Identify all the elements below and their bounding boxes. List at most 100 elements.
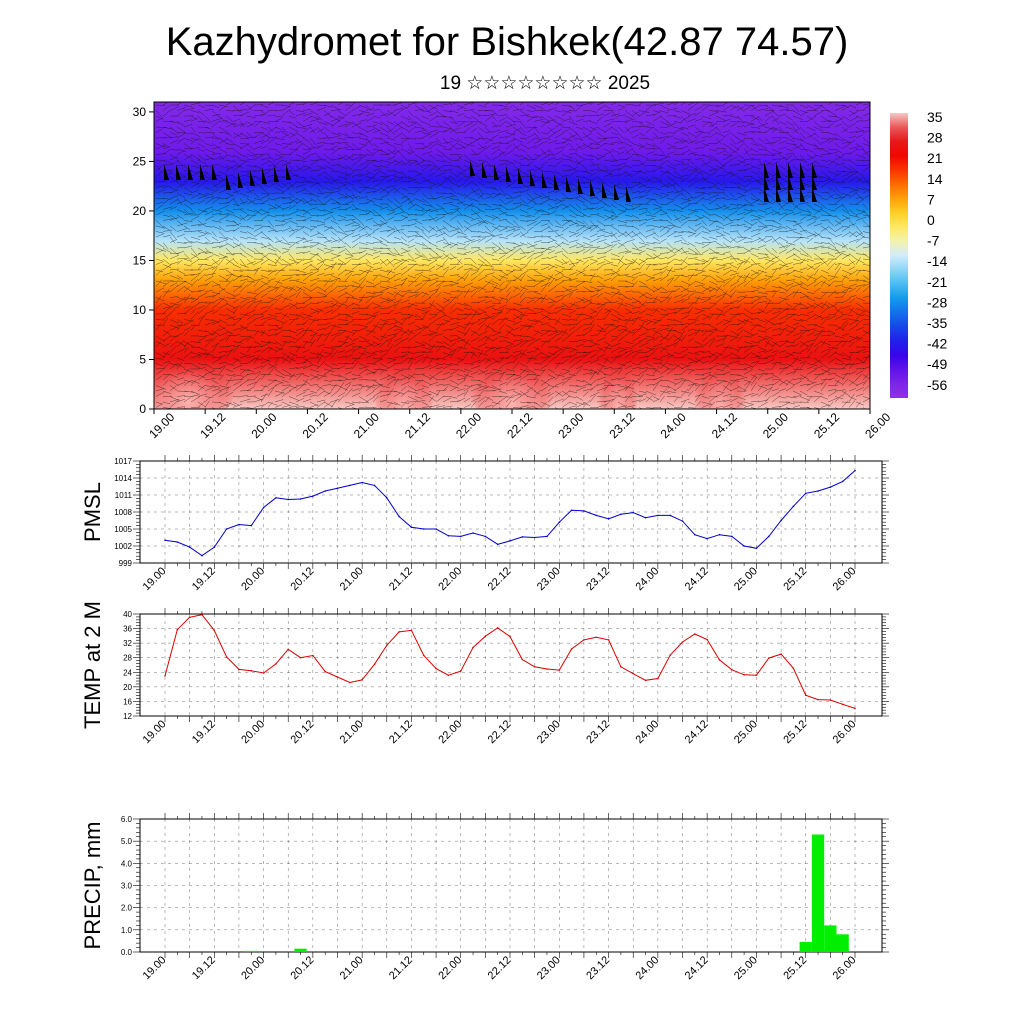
x-tick-label: 19.12 — [197, 410, 228, 441]
y-tick-label: 1011 — [115, 491, 133, 500]
data-point — [213, 546, 216, 548]
data-point — [657, 677, 659, 680]
precip-bar — [799, 942, 812, 952]
y-tick-label: 0 — [139, 402, 146, 416]
x-tick-label: 24.00 — [633, 565, 661, 593]
colorbar-label: 7 — [927, 191, 935, 207]
data-point — [398, 631, 400, 633]
data-point — [669, 654, 671, 656]
data-point — [250, 670, 253, 672]
wind-flag-mark — [764, 174, 769, 190]
y-tick-label: 25 — [133, 154, 147, 168]
data-point — [336, 676, 339, 678]
data-point — [583, 510, 585, 512]
data-point — [459, 535, 462, 538]
x-tick-label: 20.00 — [249, 410, 280, 441]
data-point — [373, 484, 376, 487]
data-point — [386, 497, 388, 499]
data-point — [299, 656, 302, 659]
x-tick-label: 24.12 — [709, 410, 740, 441]
x-tick-label: 25.12 — [781, 565, 809, 593]
data-point — [731, 535, 733, 538]
data-point — [398, 515, 400, 518]
y-tick-label: 28 — [123, 654, 132, 663]
data-point — [558, 669, 561, 671]
data-point — [817, 490, 819, 492]
data-point — [632, 511, 634, 514]
data-point — [176, 628, 179, 631]
data-point — [780, 653, 782, 655]
x-tick-label: 21.00 — [338, 565, 366, 593]
x-tick-label: 25.12 — [811, 410, 842, 441]
data-point — [213, 629, 216, 632]
data-point — [780, 519, 782, 522]
warm-surface-area — [470, 348, 554, 409]
x-tick-label: 20.12 — [288, 565, 316, 593]
data-point — [496, 627, 499, 629]
colorbar-label: -35 — [927, 315, 947, 331]
y-tick-label: 32 — [123, 639, 132, 648]
data-point — [410, 629, 413, 632]
data-point — [324, 670, 327, 673]
x-tick-label: 20.00 — [239, 565, 267, 593]
data-point — [570, 509, 573, 512]
subtitle-date: 19 ☆☆☆☆☆☆☆☆ 2025 — [439, 73, 651, 94]
data-point — [521, 536, 524, 538]
wind-flag-mark — [776, 186, 781, 202]
data-point — [644, 516, 647, 519]
wind-flag-mark — [250, 170, 255, 186]
data-point — [164, 675, 166, 677]
x-tick-label: 21.12 — [387, 954, 415, 982]
data-point — [546, 535, 548, 538]
data-point — [644, 679, 647, 682]
main-title: Kazhydromet for Bishkek(42.87 74.57) — [165, 20, 849, 64]
series-points — [164, 469, 856, 557]
wind-flag-mark — [470, 160, 475, 176]
data-point — [607, 639, 610, 641]
wind-flag-mark — [812, 162, 817, 178]
wind-flag-mark — [542, 172, 547, 188]
x-tick-label: 25.00 — [732, 565, 760, 593]
data-point — [743, 545, 745, 547]
wind-flag-mark — [812, 186, 817, 202]
y-tick-label: 6.0 — [121, 815, 133, 824]
data-point — [620, 666, 622, 668]
panel-frame — [139, 613, 883, 717]
data-point — [533, 666, 536, 668]
data-point — [521, 658, 524, 661]
data-point — [312, 495, 314, 497]
colorbar-label: 0 — [927, 212, 935, 228]
x-tick-label: 25.12 — [781, 954, 809, 982]
precip-bar — [294, 948, 307, 952]
x-tick-label: 20.00 — [239, 718, 267, 746]
x-tick-label: 19.12 — [190, 565, 218, 593]
y-tick-label: 24 — [123, 668, 132, 677]
precip-panel: 0.0 1.0 2.0 3.0 4.0 5.0 6.0 19.00 19.12 20.00 20.1… — [80, 813, 889, 982]
colorbar-label: -14 — [927, 253, 947, 269]
data-point — [299, 498, 302, 500]
wind-flag-mark — [578, 178, 583, 194]
wind-flag-mark — [776, 174, 781, 190]
colorbar-label: -49 — [927, 356, 947, 372]
x-tick-label: 21.00 — [338, 718, 366, 746]
series-points — [164, 613, 856, 710]
data-point — [595, 636, 598, 639]
x-tick-label: 19.00 — [146, 410, 177, 441]
x-tick-label: 25.12 — [781, 718, 809, 746]
x-tick-label: 26.00 — [862, 410, 893, 441]
y-tick-label: 1017 — [114, 457, 132, 466]
data-point — [484, 535, 487, 538]
data-point — [558, 521, 561, 523]
data-point — [718, 659, 721, 661]
x-tick-label: 21.00 — [338, 954, 366, 982]
colorbar-label: -7 — [927, 233, 940, 249]
x-tick-label: 25.00 — [732, 718, 760, 746]
data-point — [312, 654, 314, 657]
x-tick-label: 19.00 — [141, 954, 169, 982]
x-tick-label: 23.00 — [555, 410, 586, 441]
data-point — [336, 487, 339, 490]
x-tick-label: 26.00 — [831, 718, 859, 746]
x-tick-label: 19.12 — [190, 954, 218, 982]
x-tick-label: 23.12 — [584, 954, 612, 982]
wind-flag-mark — [200, 164, 205, 180]
